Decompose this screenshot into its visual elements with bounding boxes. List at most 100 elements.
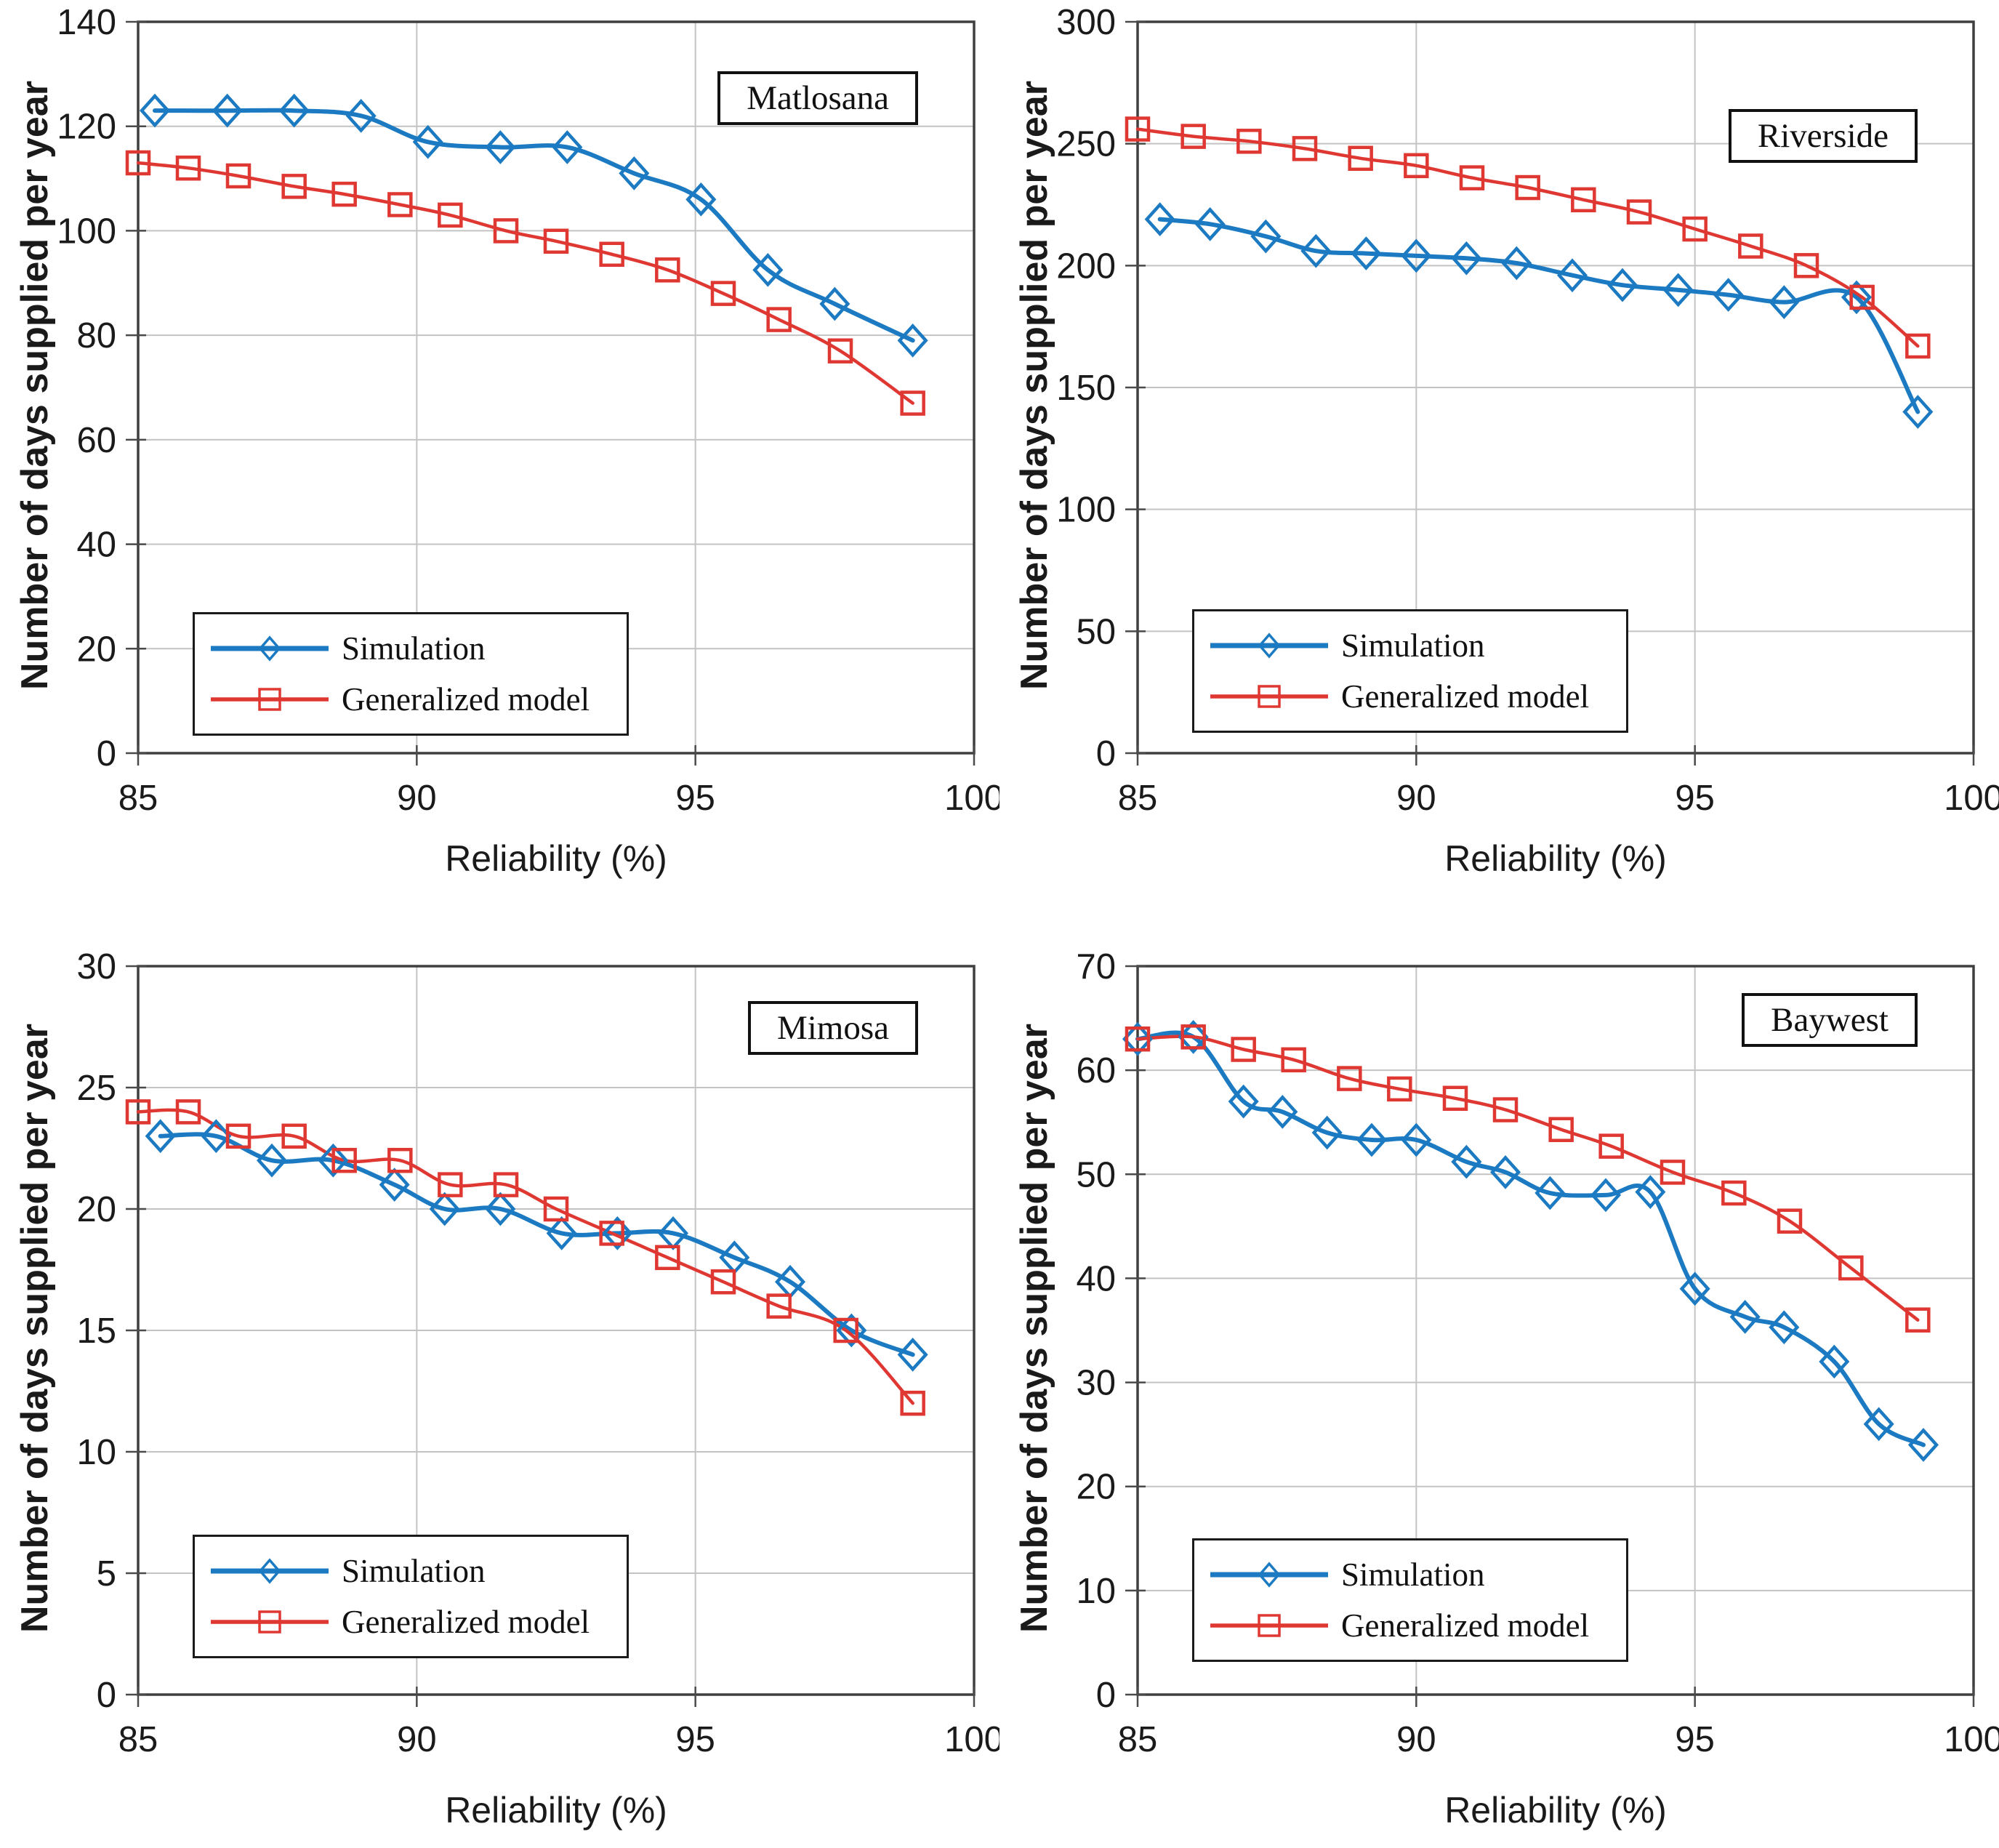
svg-text:100: 100 xyxy=(944,1720,1000,1759)
square-marker-icon xyxy=(1258,1614,1281,1637)
chart-title: Riverside xyxy=(1728,109,1918,163)
y-axis-title: Number of days supplied per year xyxy=(1013,1023,1055,1634)
generalized-model-line-swatch xyxy=(1210,685,1328,708)
svg-text:50: 50 xyxy=(1076,612,1116,651)
svg-text:25: 25 xyxy=(76,1069,116,1108)
svg-text:95: 95 xyxy=(675,779,715,818)
diamond-marker-icon xyxy=(258,635,281,662)
legend-label: Generalized model xyxy=(1341,1607,1590,1644)
svg-text:95: 95 xyxy=(675,1720,715,1759)
svg-text:80: 80 xyxy=(76,316,116,355)
svg-text:50: 50 xyxy=(1076,1155,1116,1194)
chart-title-label: Baywest xyxy=(1771,1001,1889,1039)
svg-text:95: 95 xyxy=(1675,1720,1715,1759)
legend: Simulation Generalized model xyxy=(193,612,629,736)
svg-text:85: 85 xyxy=(1118,1720,1158,1759)
svg-text:10: 10 xyxy=(1076,1572,1116,1611)
svg-text:140: 140 xyxy=(57,3,116,42)
svg-text:90: 90 xyxy=(1396,779,1436,818)
svg-text:90: 90 xyxy=(397,1720,437,1759)
chart-title: Mimosa xyxy=(747,1001,918,1055)
generalized-model-line-swatch xyxy=(1210,1614,1328,1637)
generalized-model-line-swatch xyxy=(211,1610,329,1634)
svg-text:0: 0 xyxy=(97,734,116,774)
y-axis-title: Number of days supplied per year xyxy=(1013,80,1055,691)
y-axis-title: Number of days supplied per year xyxy=(14,1023,56,1634)
legend-item-simulation: Simulation xyxy=(1207,1551,1613,1598)
legend-item-generalized-model: Generalized model xyxy=(208,676,614,723)
chart-title: Matlosana xyxy=(717,71,918,125)
diamond-marker-icon xyxy=(258,1558,281,1584)
chart-canvas: 0 5 10 15 20 25 30 85 90 95 100 xyxy=(76,947,1000,1759)
diamond-marker-icon xyxy=(1258,1562,1281,1588)
svg-text:5: 5 xyxy=(97,1554,116,1594)
legend-label: Simulation xyxy=(342,1553,486,1589)
svg-text:60: 60 xyxy=(1076,1051,1116,1090)
legend-item-simulation: Simulation xyxy=(208,1548,614,1594)
svg-text:0: 0 xyxy=(1096,1676,1116,1715)
chart-canvas: 0 50 100 150 200 250 300 85 90 95 100 xyxy=(1056,3,1999,818)
svg-text:20: 20 xyxy=(76,1190,116,1229)
legend-label: Simulation xyxy=(1341,1556,1485,1593)
svg-text:85: 85 xyxy=(1118,779,1158,818)
chart-panel-mimosa: 0 5 10 15 20 25 30 85 90 95 100 Number of days sup… xyxy=(0,924,1000,1848)
legend-label: Simulation xyxy=(342,630,486,667)
legend: Simulation Generalized model xyxy=(193,1535,629,1658)
legend-item-generalized-model: Generalized model xyxy=(1207,673,1613,720)
generalized-model-line-swatch xyxy=(211,688,329,711)
simulation-line-swatch xyxy=(211,635,329,662)
chart-panel-matlosana: 0 20 40 60 80 100 120 140 85 90 95 100 Number of da… xyxy=(0,0,1000,924)
svg-text:20: 20 xyxy=(1076,1468,1116,1507)
legend-item-generalized-model: Generalized model xyxy=(1207,1602,1613,1649)
svg-text:100: 100 xyxy=(1944,779,1999,818)
svg-text:85: 85 xyxy=(118,779,158,818)
legend-label: Simulation xyxy=(1341,627,1485,664)
svg-text:100: 100 xyxy=(1944,1720,1999,1759)
diamond-marker-icon xyxy=(1258,632,1281,659)
y-axis-title: Number of days supplied per year xyxy=(14,80,56,691)
chart-title-label: Matlosana xyxy=(747,79,889,117)
svg-text:10: 10 xyxy=(76,1433,116,1472)
svg-text:150: 150 xyxy=(1056,369,1116,408)
svg-text:90: 90 xyxy=(397,779,437,818)
square-marker-icon xyxy=(258,1610,281,1634)
svg-text:90: 90 xyxy=(1396,1720,1436,1759)
chart-canvas: 0 20 40 60 80 100 120 140 85 90 95 100 xyxy=(57,3,1000,818)
legend-item-generalized-model: Generalized model xyxy=(208,1599,614,1645)
chart-panel-baywest: 0 10 20 30 40 50 60 70 85 90 95 100 Number of days … xyxy=(1000,924,1999,1848)
legend-item-simulation: Simulation xyxy=(1207,622,1613,669)
legend: Simulation Generalized model xyxy=(1192,1538,1628,1662)
svg-text:100: 100 xyxy=(944,779,1000,818)
x-axis-title: Reliability (%) xyxy=(445,838,667,879)
svg-text:30: 30 xyxy=(1076,1364,1116,1403)
x-axis-title: Reliability (%) xyxy=(445,1790,667,1831)
svg-text:30: 30 xyxy=(76,947,116,987)
svg-text:100: 100 xyxy=(1056,491,1116,530)
svg-text:40: 40 xyxy=(1076,1259,1116,1298)
svg-text:100: 100 xyxy=(57,212,116,251)
legend-label: Generalized model xyxy=(342,1604,590,1640)
x-axis-title: Reliability (%) xyxy=(1444,838,1667,879)
simulation-line-swatch xyxy=(211,1558,329,1584)
chart-title-label: Mimosa xyxy=(776,1009,889,1047)
svg-text:85: 85 xyxy=(118,1720,158,1759)
chart-title: Baywest xyxy=(1742,993,1918,1047)
svg-text:0: 0 xyxy=(97,1676,116,1715)
svg-text:0: 0 xyxy=(1096,734,1116,774)
svg-text:15: 15 xyxy=(76,1311,116,1351)
svg-text:20: 20 xyxy=(76,630,116,669)
svg-text:95: 95 xyxy=(1675,779,1715,818)
legend-label: Generalized model xyxy=(342,681,590,718)
svg-text:200: 200 xyxy=(1056,246,1116,286)
svg-text:60: 60 xyxy=(76,421,116,460)
chart-panel-riverside: 0 50 100 150 200 250 300 85 90 95 100 Number of da… xyxy=(1000,0,1999,924)
legend-label: Generalized model xyxy=(1341,678,1590,715)
square-marker-icon xyxy=(258,688,281,711)
simulation-line-swatch xyxy=(1210,1562,1328,1588)
svg-text:120: 120 xyxy=(57,108,116,147)
chart-canvas: 0 10 20 30 40 50 60 70 85 90 95 100 xyxy=(1076,947,1999,1759)
svg-text:250: 250 xyxy=(1056,125,1116,164)
x-axis-title: Reliability (%) xyxy=(1444,1790,1667,1831)
square-marker-icon xyxy=(1258,685,1281,708)
